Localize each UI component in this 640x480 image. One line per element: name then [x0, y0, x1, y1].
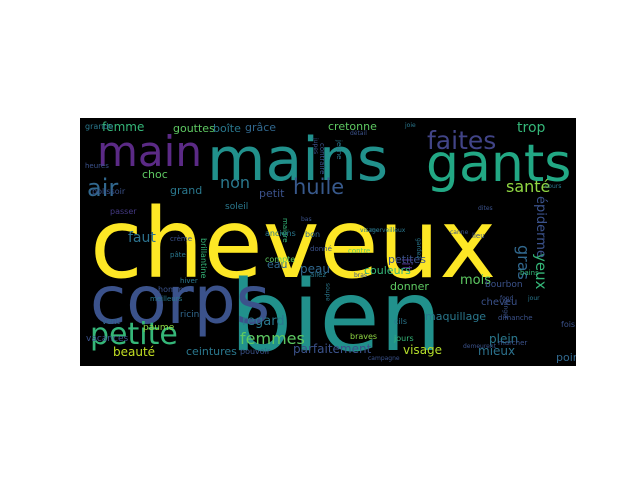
word-cloud-word: visage — [360, 227, 380, 234]
word-cloud-word: boîte — [213, 122, 241, 135]
word-cloud-word: compte — [265, 255, 296, 264]
word-cloud-word: marcher — [498, 339, 528, 347]
word-cloud-word: brillantine — [199, 238, 208, 279]
word-cloud-word: jeune — [335, 140, 343, 160]
word-cloud-word: ricin — [180, 310, 200, 320]
word-cloud-word: grande — [85, 122, 114, 131]
word-cloud-word: bras — [354, 272, 368, 279]
word-cloud-word: polissoir — [92, 187, 126, 196]
word-cloud-word: passer — [110, 207, 137, 216]
word-cloud-word: bourbon — [485, 280, 523, 290]
word-cloud-word: braves — [350, 332, 378, 341]
word-cloud-word: crème — [170, 235, 193, 243]
word-cloud-word: petites — [388, 253, 426, 266]
word-cloud-word: jour — [528, 295, 540, 302]
word-cloud-word: soleil — [225, 202, 249, 212]
word-cloud-word: mains — [207, 125, 389, 195]
word-cloud: cheveux bien mains corps gants main petite fait… — [80, 118, 576, 366]
word-cloud-word: ceintures — [186, 345, 237, 358]
word-cloud-word: fois — [561, 320, 576, 329]
word-cloud-word: anciens — [265, 229, 296, 238]
word-cloud-word: peau — [300, 262, 330, 276]
word-cloud-word: petit — [259, 187, 285, 200]
word-cloud-word: faut — [128, 230, 156, 246]
word-cloud-word: vacances — [86, 334, 129, 344]
word-cloud-word: détail — [350, 130, 367, 137]
word-cloud-word: grand — [170, 184, 203, 197]
word-cloud-word: grâce — [245, 121, 277, 134]
word-cloud-word: donner — [390, 280, 429, 293]
word-cloud-word: cours — [545, 183, 562, 190]
word-cloud-word: point — [556, 351, 576, 364]
word-cloud-word: maquillage — [425, 310, 487, 323]
word-cloud-word: vent — [102, 317, 120, 326]
word-cloud-word: épiderme — [533, 196, 548, 258]
word-cloud-word: cretonne — [328, 120, 377, 133]
word-cloud-word: contraire — [318, 143, 326, 175]
word-cloud-word: homme — [158, 285, 189, 294]
word-cloud-word: femmes — [240, 329, 305, 348]
word-cloud-word: heures — [85, 162, 109, 170]
word-cloud-word: huile — [293, 175, 345, 199]
word-cloud-word: cheveu — [481, 297, 518, 308]
word-cloud-word: jours — [394, 334, 414, 343]
word-cloud-word: paume — [143, 323, 175, 333]
word-cloud-word: pouvoir — [240, 347, 271, 356]
word-cloud-word: joie — [405, 122, 416, 129]
word-cloud-word: trop — [517, 120, 546, 136]
word-cloud-word: air — [87, 174, 119, 202]
word-cloud-word: bon — [305, 230, 321, 239]
word-cloud-word: corps — [90, 262, 271, 339]
word-cloud-word: parfaitement — [293, 342, 372, 356]
word-cloud-word: non — [220, 173, 251, 192]
word-cloud-word: gants — [426, 134, 572, 194]
word-cloud-word: pâte — [170, 251, 186, 259]
word-cloud-word: campagne — [368, 355, 400, 362]
word-cloud-word: plein — [489, 332, 519, 346]
word-cloud-word: femme — [102, 120, 145, 134]
word-cloud-word: soupe — [324, 283, 331, 302]
word-cloud-word: cils — [394, 317, 408, 326]
word-cloud-word: hiver — [180, 277, 198, 285]
word-cloud-word: donné — [310, 245, 332, 253]
word-cloud-word: santé — [506, 177, 551, 196]
word-cloud-word: maigre — [281, 218, 289, 243]
word-cloud-word: eau — [267, 258, 288, 271]
word-cloud-word: demeurent — [463, 343, 497, 350]
word-cloud-word: contre — [348, 247, 371, 255]
word-cloud-word: dimanche — [498, 314, 533, 322]
word-cloud-word: main — [97, 127, 202, 176]
word-cloud-word: faites — [427, 126, 497, 155]
word-cloud-word: dites — [478, 205, 493, 212]
word-cloud-word: gouttes — [173, 122, 215, 135]
word-cloud-word: mois — [460, 273, 492, 288]
word-cloud-word: lieu — [472, 232, 485, 240]
word-cloud-word: bas — [301, 216, 312, 223]
word-cloud-word: visage — [403, 343, 443, 357]
word-cloud-word: allez — [310, 271, 327, 279]
word-cloud-word: couleurs — [364, 264, 411, 277]
word-cloud-word: gardez — [415, 238, 422, 259]
word-cloud-word: petite — [90, 317, 178, 352]
word-cloud-word: regard — [242, 314, 285, 329]
word-cloud-word: meilleurs — [150, 295, 183, 303]
word-cloud-word: beauté — [113, 345, 156, 359]
word-cloud-word: cheveux — [90, 188, 497, 300]
word-cloud-word: bien — [230, 260, 442, 366]
word-cloud-word: merveilleux — [370, 227, 406, 234]
word-cloud-word: fond — [500, 295, 514, 302]
word-cloud-word: mieux — [478, 344, 516, 358]
word-cloud-word: canne — [450, 229, 469, 236]
word-cloud-word: bains — [520, 269, 539, 277]
word-cloud-word: choc — [142, 168, 168, 181]
